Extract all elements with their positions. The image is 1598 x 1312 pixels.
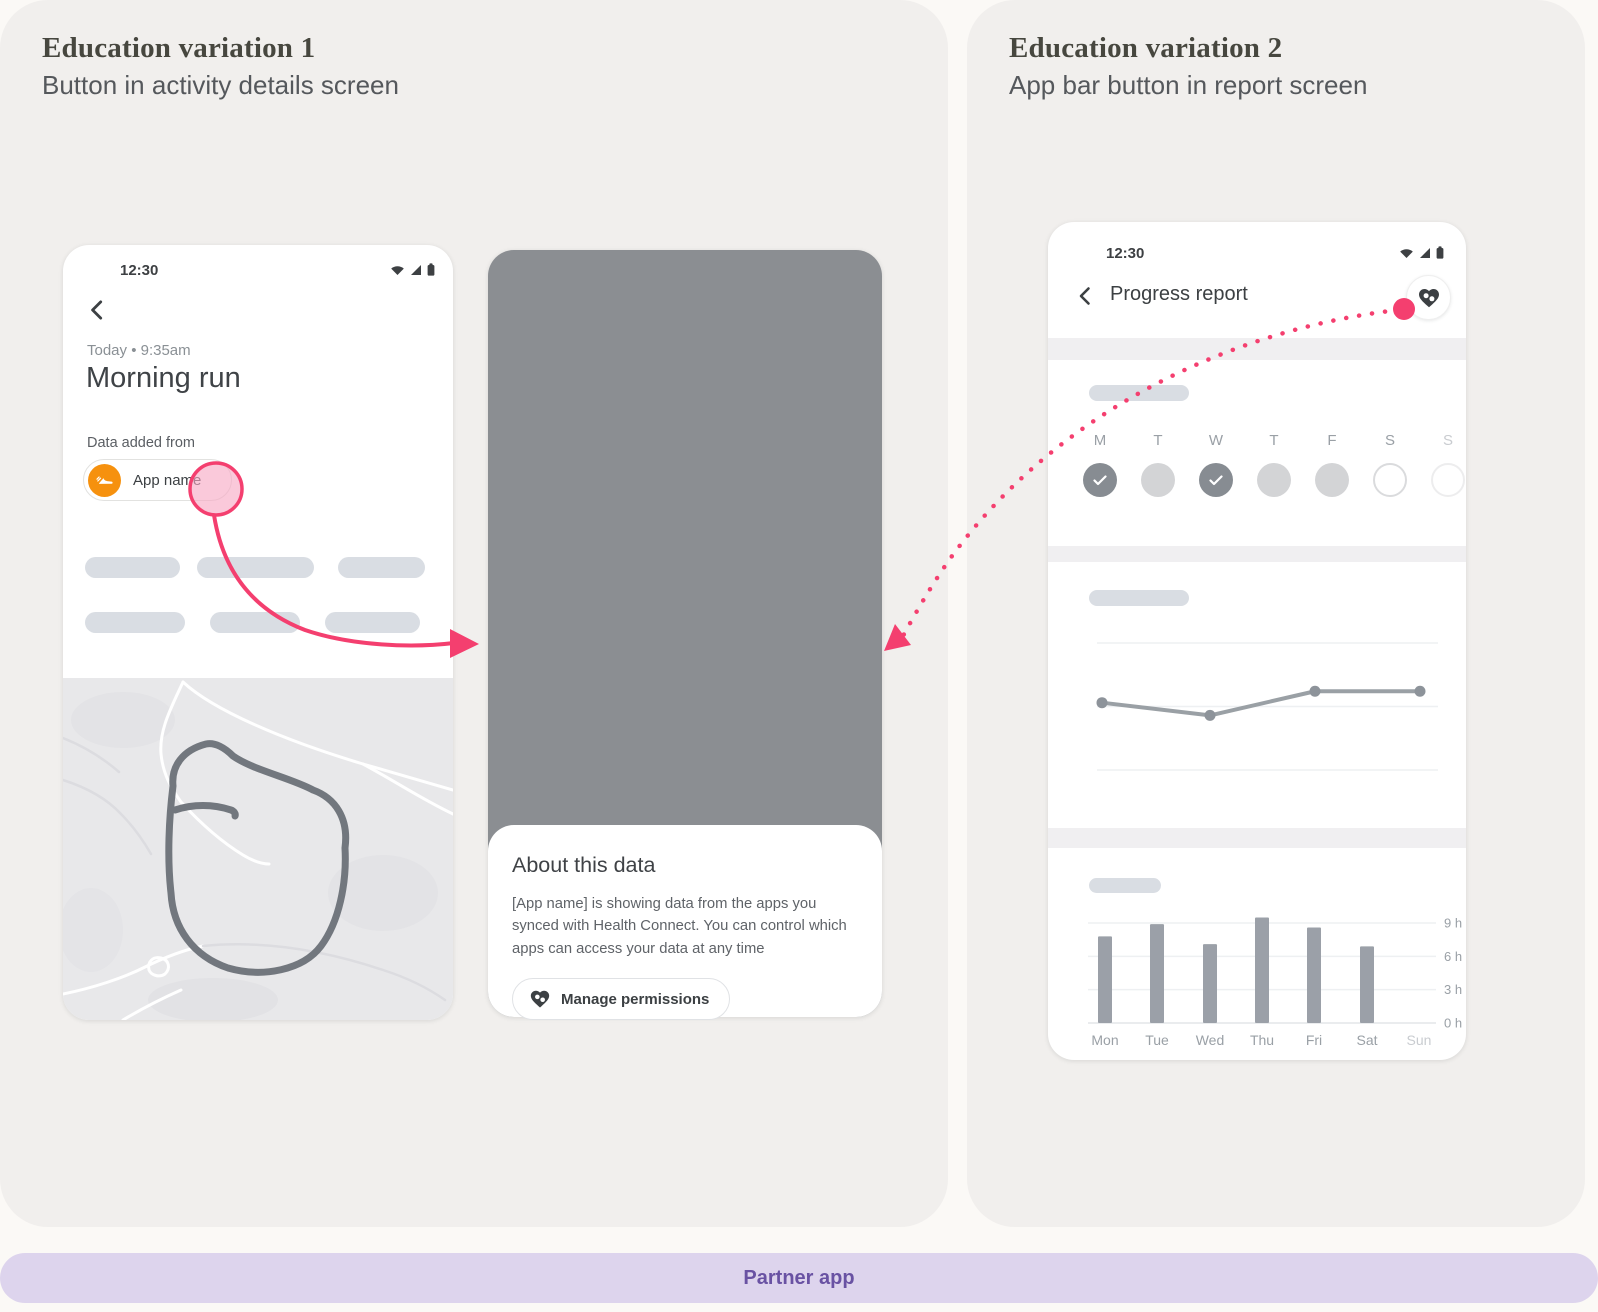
activity-title: Morning run bbox=[86, 362, 241, 394]
bar bbox=[1098, 936, 1112, 1023]
placeholder-pill bbox=[197, 557, 314, 578]
health-connect-app-bar-button[interactable] bbox=[1406, 275, 1451, 320]
trend-line bbox=[1100, 689, 1422, 718]
about-data-bottom-sheet: About this data [App name] is showing da… bbox=[488, 825, 882, 1021]
x-category-label: Mon bbox=[1091, 1032, 1118, 1048]
section-divider bbox=[1048, 546, 1466, 562]
run-route-path bbox=[165, 740, 350, 976]
panel-title: Education variation 1 bbox=[42, 32, 316, 64]
sheet-body: [App name] is showing data from the apps… bbox=[512, 896, 847, 957]
cellular-signal-icon bbox=[411, 265, 421, 275]
manage-permissions-label: Manage permissions bbox=[561, 990, 710, 1008]
day-circle-filled[interactable] bbox=[1257, 463, 1291, 497]
back-chevron-icon bbox=[1079, 287, 1090, 305]
placeholder-pill bbox=[210, 612, 300, 633]
x-category-label: Fri bbox=[1306, 1032, 1322, 1048]
daily-hours-bar-chart: 0 h 3 h 6 h 9 h Mon Tue Wed Thu Fri Sat Sun bbox=[1088, 916, 1462, 1048]
route-map bbox=[63, 678, 453, 1020]
battery-icon bbox=[427, 263, 435, 276]
placeholder-pill bbox=[85, 612, 185, 633]
x-category-label: Sun bbox=[1407, 1032, 1432, 1048]
check-icon bbox=[1093, 474, 1107, 485]
section-divider bbox=[1048, 828, 1466, 848]
y-tick-label: 6 h bbox=[1444, 949, 1462, 964]
x-category-label: Thu bbox=[1250, 1032, 1274, 1048]
data-point bbox=[1309, 685, 1321, 697]
day-circle-outline-faint[interactable] bbox=[1431, 463, 1465, 497]
y-tick-label: 9 h bbox=[1444, 916, 1462, 931]
app-bar-title: Progress report bbox=[1110, 283, 1248, 305]
data-point bbox=[1414, 685, 1426, 697]
day-label: M bbox=[1093, 432, 1107, 449]
health-connect-icon bbox=[530, 991, 550, 1008]
about-data-sheet-phone: About this data [App name] is showing da… bbox=[488, 250, 882, 1021]
bar bbox=[1255, 917, 1269, 1023]
y-tick-label: 3 h bbox=[1444, 982, 1462, 997]
data-point bbox=[1204, 709, 1216, 721]
check-icon bbox=[1209, 474, 1223, 485]
day-circle-outline[interactable] bbox=[1373, 463, 1407, 497]
cellular-signal-icon bbox=[1420, 248, 1430, 258]
day-circle-checked[interactable] bbox=[1199, 463, 1233, 497]
day-circle-filled[interactable] bbox=[1141, 463, 1175, 497]
day-label: S bbox=[1442, 432, 1453, 449]
placeholder-pill bbox=[338, 557, 425, 578]
day-label: F bbox=[1327, 432, 1337, 449]
panel-title: Education variation 2 bbox=[1009, 32, 1283, 64]
app-source-chip[interactable]: App name bbox=[83, 459, 233, 501]
partner-app-label: Partner app bbox=[743, 1266, 855, 1289]
activity-details-phone: 12:30 Today • 9:35am Morning run Data ad… bbox=[63, 245, 453, 1020]
y-tick-label: 0 h bbox=[1444, 1016, 1462, 1031]
x-category-label: Sat bbox=[1356, 1032, 1377, 1048]
section-divider bbox=[1048, 338, 1466, 360]
week-day-circles bbox=[1083, 463, 1465, 497]
day-circle-filled[interactable] bbox=[1315, 463, 1349, 497]
bar bbox=[1150, 924, 1164, 1023]
sheet-title: About this data bbox=[512, 853, 656, 877]
status-icons bbox=[1399, 246, 1444, 259]
day-label: S bbox=[1384, 432, 1395, 449]
data-added-from-label: Data added from bbox=[87, 435, 196, 451]
progress-report-phone: 12:30 Progress report M T W T F S S 0 h 3 h 6 h 9… bbox=[1048, 222, 1466, 1060]
bar bbox=[1307, 927, 1321, 1023]
trend-line-chart bbox=[1096, 642, 1438, 771]
health-connect-icon bbox=[1418, 288, 1439, 307]
bar bbox=[1203, 944, 1217, 1023]
x-category-label: Tue bbox=[1145, 1032, 1169, 1048]
day-label: T bbox=[1153, 432, 1163, 449]
back-chevron-icon bbox=[91, 300, 103, 320]
x-category-label: Wed bbox=[1196, 1032, 1225, 1048]
app-chip-label: App name bbox=[133, 471, 202, 489]
panel-subtitle: Button in activity details screen bbox=[42, 70, 399, 100]
status-time: 12:30 bbox=[120, 262, 159, 279]
activity-timestamp: Today • 9:35am bbox=[87, 342, 191, 359]
running-shoe-icon bbox=[88, 463, 121, 497]
day-circle-checked[interactable] bbox=[1083, 463, 1117, 497]
day-label: T bbox=[1269, 432, 1279, 449]
back-button[interactable] bbox=[1074, 284, 1100, 310]
status-icons bbox=[390, 263, 435, 276]
status-time: 12:30 bbox=[1106, 245, 1145, 262]
placeholder-pill bbox=[325, 612, 420, 633]
back-button[interactable] bbox=[85, 297, 111, 323]
placeholder-pill bbox=[85, 557, 180, 578]
wifi-icon bbox=[391, 266, 404, 275]
panel-subtitle: App bar button in report screen bbox=[1009, 70, 1368, 100]
placeholder-pill bbox=[1089, 878, 1161, 893]
battery-icon bbox=[1436, 246, 1444, 259]
day-label: W bbox=[1208, 432, 1224, 449]
wifi-icon bbox=[1400, 249, 1413, 258]
bar bbox=[1360, 946, 1374, 1023]
partner-app-bar: Partner app bbox=[0, 1253, 1598, 1303]
manage-permissions-button[interactable]: Manage permissions bbox=[512, 978, 731, 1021]
placeholder-pill bbox=[1089, 385, 1189, 401]
data-point bbox=[1096, 697, 1108, 709]
